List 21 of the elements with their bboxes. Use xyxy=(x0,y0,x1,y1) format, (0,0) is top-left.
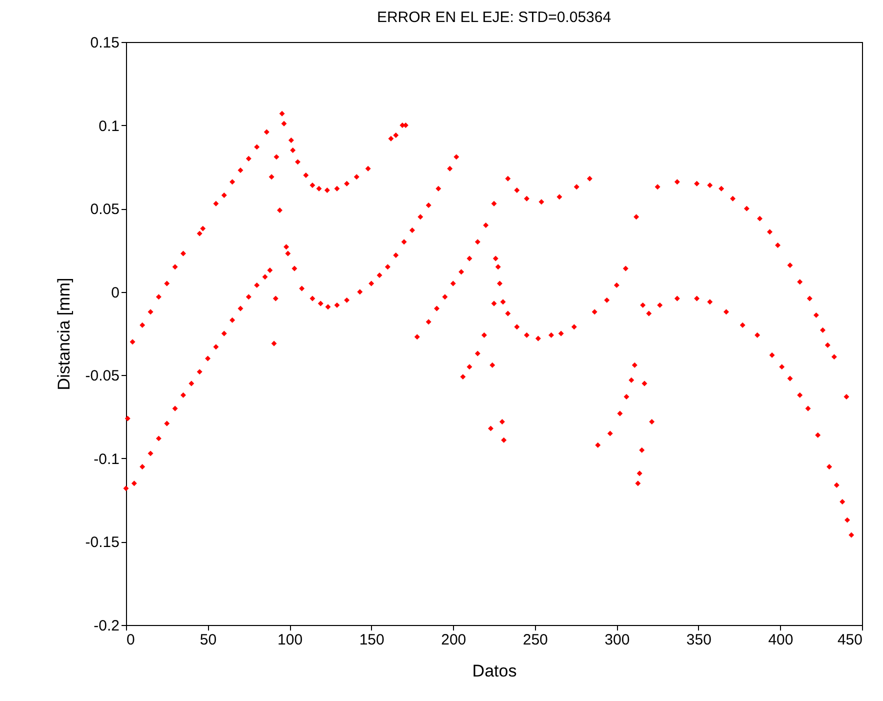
y-tick-label: 0.15 xyxy=(90,34,120,52)
y-tick-label: 0.05 xyxy=(90,201,120,218)
x-tick-label: 400 xyxy=(768,632,794,648)
y-tick-label: -0.2 xyxy=(94,618,120,634)
x-tick-label: 100 xyxy=(278,632,303,648)
y-axis-title: Distancia [mm] xyxy=(54,278,74,390)
x-tick-label: 200 xyxy=(441,632,466,648)
y-tick-label: -0.05 xyxy=(85,368,120,385)
x-tick-label: 150 xyxy=(359,632,384,648)
x-tick-label: 50 xyxy=(200,632,217,648)
x-tick-label: 0 xyxy=(126,632,135,648)
chart-title: ERROR EN EL EJE: STD=0.05364 xyxy=(376,9,612,26)
y-tick-label: 0.1 xyxy=(98,118,120,135)
x-tick-label: 300 xyxy=(604,632,630,648)
x-axis-title: Datos xyxy=(472,662,517,680)
y-tick-label: -0.1 xyxy=(94,450,120,468)
y-tick-label: 0 xyxy=(111,284,120,302)
x-tick-label: 250 xyxy=(522,632,548,648)
y-tick-label: -0.15 xyxy=(85,534,120,552)
x-tick-label: 350 xyxy=(686,632,712,648)
x-tick-label: 450 xyxy=(837,632,862,648)
